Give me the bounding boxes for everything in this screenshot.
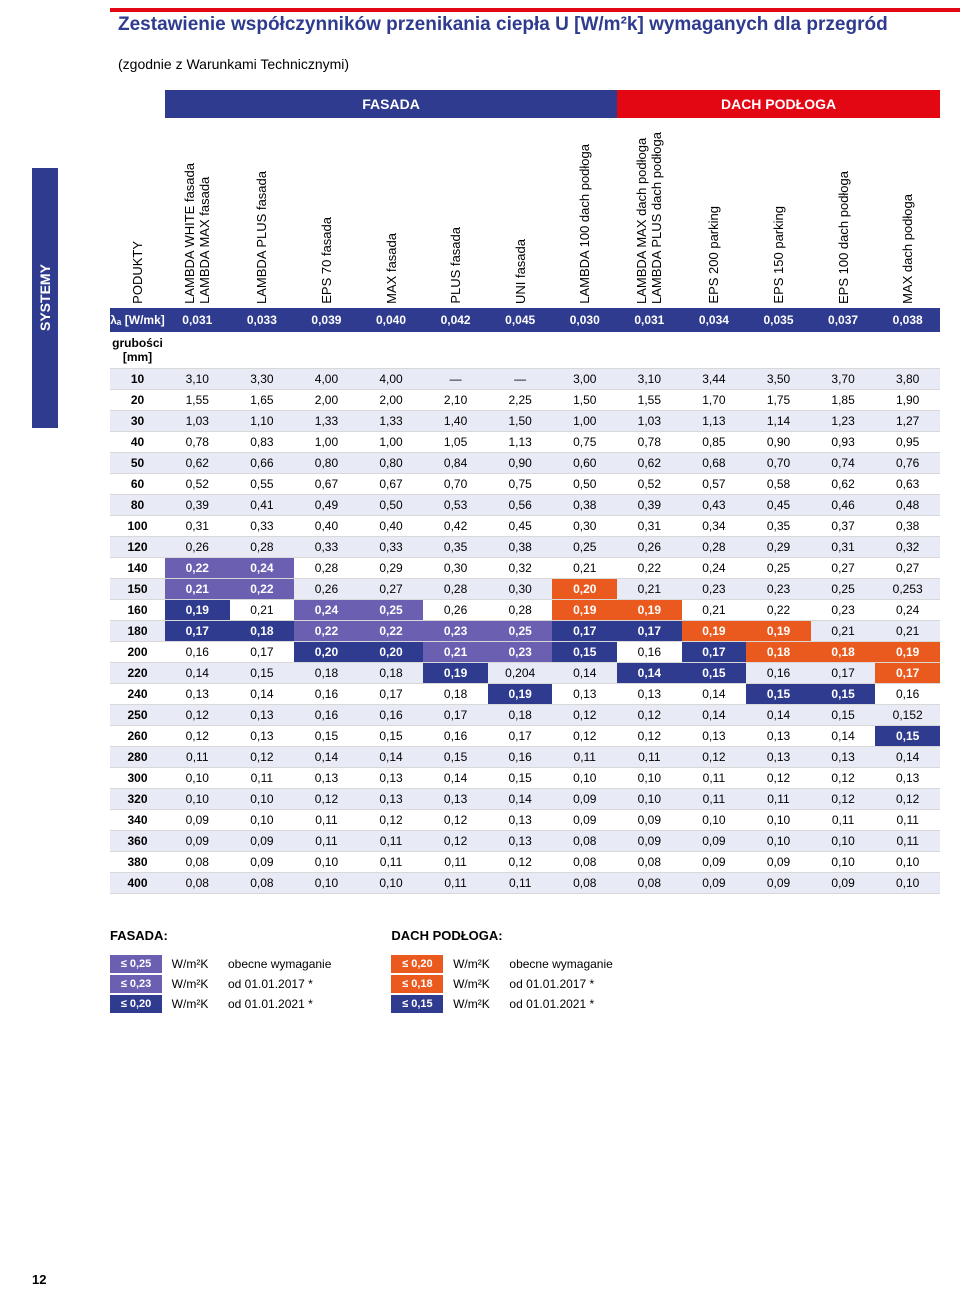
table-row: 301,031,101,331,331,401,501,001,031,131,… xyxy=(110,411,940,432)
legend-area: FASADA:≤ 0,25W/m²Kobecne wymaganie≤ 0,23… xyxy=(110,928,940,1015)
legend-text: od 01.01.2017 * xyxy=(218,977,313,991)
table-row: 103,103,304,004,00——3,003,103,443,503,70… xyxy=(110,369,940,390)
lambda-row: λₐ [W/mk]0,0310,0330,0390,0400,0420,0450… xyxy=(110,308,940,332)
legend-unit: W/m²K xyxy=(162,997,218,1011)
column-header: PLUS fasada xyxy=(423,223,488,308)
legend-title: FASADA: xyxy=(110,928,331,943)
thickness-label-row: grubości[mm] xyxy=(110,332,940,369)
legend-text: od 01.01.2017 * xyxy=(499,977,594,991)
legend-title: DACH PODŁOGA: xyxy=(391,928,612,943)
legend-swatch: ≤ 0,23 xyxy=(110,975,162,993)
table-row: 2400,130,140,160,170,180,190,130,130,140… xyxy=(110,684,940,705)
page-number: 12 xyxy=(32,1272,46,1287)
table-row: 1600,190,210,240,250,260,280,190,190,210… xyxy=(110,600,940,621)
table-row: 1200,260,280,330,330,350,380,250,260,280… xyxy=(110,537,940,558)
band-fasada: FASADA xyxy=(165,90,617,118)
table-row: 600,520,550,670,670,700,750,500,520,570,… xyxy=(110,474,940,495)
table-row: 1400,220,240,280,290,300,320,210,220,240… xyxy=(110,558,940,579)
legend-unit: W/m²K xyxy=(443,997,499,1011)
column-header: UNI fasada xyxy=(488,235,553,308)
legend-row: ≤ 0,23W/m²Kod 01.01.2017 * xyxy=(110,975,331,993)
legend-row: ≤ 0,20W/m²Kod 01.01.2021 * xyxy=(110,995,331,1013)
table-row: 2800,110,120,140,140,150,160,110,110,120… xyxy=(110,747,940,768)
legend-unit: W/m²K xyxy=(162,977,218,991)
column-header: LAMBDA MAX dach podłogaLAMBDA PLUS dach … xyxy=(617,128,682,308)
legend-text: od 01.01.2021 * xyxy=(499,997,594,1011)
table-row: 3600,090,090,110,110,120,130,080,090,090… xyxy=(110,831,940,852)
table-row: 400,780,831,001,001,051,130,750,780,850,… xyxy=(110,432,940,453)
table-row: 800,390,410,490,500,530,560,380,390,430,… xyxy=(110,495,940,516)
legend-swatch: ≤ 0,18 xyxy=(391,975,443,993)
column-header: EPS 70 fasada xyxy=(294,213,359,308)
table-row: 3800,080,090,100,110,110,120,080,080,090… xyxy=(110,852,940,873)
table-row: 3000,100,110,130,130,140,150,100,100,110… xyxy=(110,768,940,789)
legend-unit: W/m²K xyxy=(443,957,499,971)
band-dach-podłoga: DACH PODŁOGA xyxy=(617,90,940,118)
column-header: LAMBDA WHITE fasadaLAMBDA MAX fasada xyxy=(165,159,230,308)
legend-unit: W/m²K xyxy=(162,957,218,971)
legend-row: ≤ 0,20W/m²Kobecne wymaganie xyxy=(391,955,612,973)
table-row: 2500,120,130,160,160,170,180,120,120,140… xyxy=(110,705,940,726)
legend-text: od 01.01.2021 * xyxy=(218,997,313,1011)
systems-rail: SYSTEMY xyxy=(32,168,58,428)
legend-swatch: ≤ 0,15 xyxy=(391,995,443,1013)
data-table: λₐ [W/mk]0,0310,0330,0390,0400,0420,0450… xyxy=(110,308,940,894)
legend-unit: W/m²K xyxy=(443,977,499,991)
legend-row: ≤ 0,18W/m²Kod 01.01.2017 * xyxy=(391,975,612,993)
table-row: 2200,140,150,180,180,190,2040,140,140,15… xyxy=(110,663,940,684)
table-row: 1000,310,330,400,400,420,450,300,310,340… xyxy=(110,516,940,537)
page-title: Zestawienie współczynników przenikania c… xyxy=(110,14,960,36)
column-header: EPS 100 dach podłoga xyxy=(811,167,876,308)
table-row: 2000,160,170,200,200,210,230,150,160,170… xyxy=(110,642,940,663)
legend-block: FASADA:≤ 0,25W/m²Kobecne wymaganie≤ 0,23… xyxy=(110,928,331,1015)
header-bar: Zestawienie współczynników przenikania c… xyxy=(110,8,960,36)
table-row: 500,620,660,800,800,840,900,600,620,680,… xyxy=(110,453,940,474)
column-header: MAX fasada xyxy=(359,229,424,308)
legend-text: obecne wymaganie xyxy=(218,957,331,971)
products-header: PODUKTY xyxy=(130,237,145,308)
column-header: MAX dach podłoga xyxy=(875,190,940,308)
table-row: 3400,090,100,110,120,120,130,090,090,100… xyxy=(110,810,940,831)
table-row: 1800,170,180,220,220,230,250,170,170,190… xyxy=(110,621,940,642)
band-row: FASADADACH PODŁOGA xyxy=(110,90,940,118)
legend-block: DACH PODŁOGA:≤ 0,20W/m²Kobecne wymaganie… xyxy=(391,928,612,1015)
column-header-row: PODUKTY LAMBDA WHITE fasadaLAMBDA MAX fa… xyxy=(110,118,940,308)
legend-swatch: ≤ 0,20 xyxy=(391,955,443,973)
legend-row: ≤ 0,15W/m²Kod 01.01.2021 * xyxy=(391,995,612,1013)
legend-text: obecne wymaganie xyxy=(499,957,612,971)
table-row: 4000,080,080,100,100,110,110,080,080,090… xyxy=(110,873,940,894)
column-header: EPS 150 parking xyxy=(746,202,811,308)
legend-row: ≤ 0,25W/m²Kobecne wymaganie xyxy=(110,955,331,973)
table-row: 1500,210,220,260,270,280,300,200,210,230… xyxy=(110,579,940,600)
column-header: EPS 200 parking xyxy=(682,202,747,308)
column-header: LAMBDA PLUS fasada xyxy=(230,167,295,308)
page-subtitle: (zgodnie z Warunkami Technicznymi) xyxy=(110,56,960,72)
column-header: LAMBDA 100 dach podłoga xyxy=(552,140,617,308)
table-row: 3200,100,100,120,130,130,140,090,100,110… xyxy=(110,789,940,810)
table-row: 2600,120,130,150,150,160,170,120,120,130… xyxy=(110,726,940,747)
legend-swatch: ≤ 0,25 xyxy=(110,955,162,973)
table-row: 201,551,652,002,002,102,251,501,551,701,… xyxy=(110,390,940,411)
legend-swatch: ≤ 0,20 xyxy=(110,995,162,1013)
